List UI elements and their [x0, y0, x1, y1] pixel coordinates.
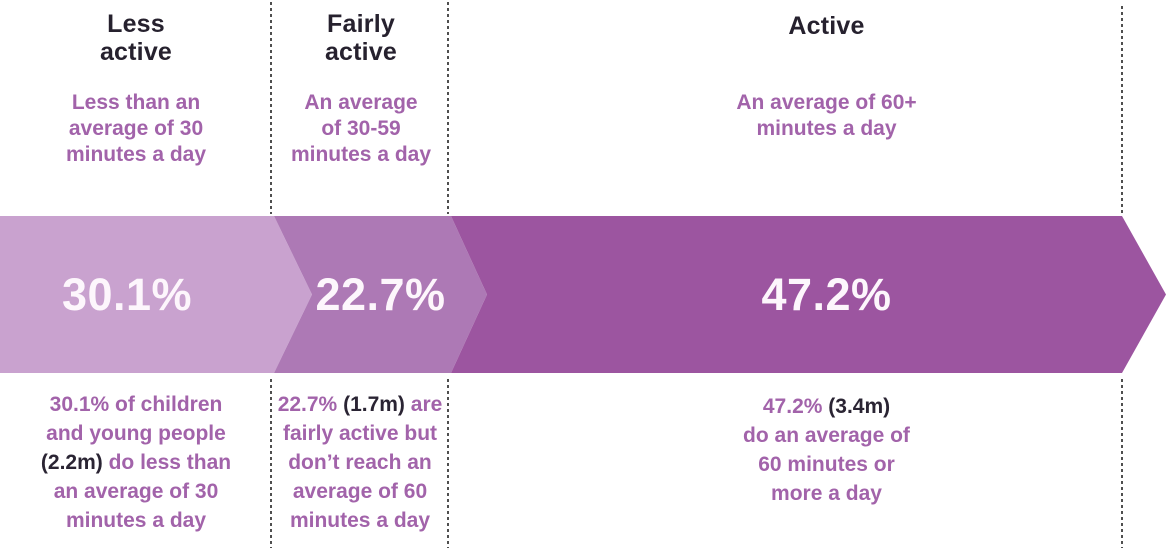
subtitle-line: minutes a day [290, 143, 432, 166]
detail-line: and young people [46, 422, 226, 445]
detail-line: minutes a day [65, 509, 207, 532]
percent-label-active: 47.2% [761, 268, 892, 320]
divider-bottom-3 [1121, 379, 1123, 548]
title-line: Fairly [327, 10, 395, 38]
divider-bottom-2 [447, 379, 449, 548]
subtitle-line: An average [304, 91, 418, 114]
detail-line: (2.2m) do less than [0, 448, 272, 477]
subtitle-line: Less than an [71, 91, 201, 114]
detail-line: 22.7% (1.7m) are [274, 390, 446, 419]
detail-line: more a day [771, 482, 882, 505]
subtitle-line: minutes a day [756, 117, 897, 140]
detail-line: do an average of [743, 424, 910, 447]
detail-line: 60 minutes or [758, 453, 895, 476]
category-subtitle-less-active: Less than an average of 30 minutes a day [0, 90, 272, 168]
title-line: Less [107, 10, 165, 38]
percent-label-less-active: 30.1% [61, 268, 193, 320]
divider-top-1 [270, 2, 272, 214]
figure-value: (3.4m) [828, 395, 891, 418]
title-line: active [99, 38, 173, 66]
detail-line: an average of 30 [53, 480, 219, 503]
subtitle-line: An average of 60+ [736, 91, 917, 114]
chevron-bar [0, 216, 1166, 373]
segment-active [451, 216, 1166, 373]
category-title-active: Active [487, 12, 1166, 40]
category-subtitle-active: An average of 60+ minutes a day [487, 90, 1166, 142]
figure-value: (2.2m) [40, 451, 103, 474]
divider-bottom-1 [270, 379, 272, 548]
detail-active: 47.2% (3.4m) do an average of 60 minutes… [487, 392, 1166, 508]
detail-less-active: 30.1% of children and young people (2.2m… [0, 390, 272, 535]
divider-top-2 [447, 2, 449, 214]
detail-line: don’t reach an [288, 451, 432, 474]
detail-text: 47.2% [762, 395, 829, 418]
detail-fairly-active: 22.7% (1.7m) are fairly active but don’t… [274, 390, 446, 535]
segment-less-active [0, 216, 312, 373]
detail-line: average of 60 [292, 480, 428, 503]
detail-text: do less than [102, 451, 232, 474]
category-subtitle-fairly-active: An average of 30-59 minutes a day [272, 90, 450, 168]
detail-text: 22.7% [277, 393, 344, 416]
category-title-less-active: Less active [0, 10, 272, 66]
detail-line: 30.1% of children [49, 393, 223, 416]
detail-text: are [404, 393, 443, 416]
segment-fairly-active [274, 216, 487, 373]
title-line: active [324, 38, 398, 66]
figure-value: (1.7m) [343, 393, 405, 416]
divider-top-3 [1121, 6, 1123, 214]
detail-line: minutes a day [289, 509, 431, 532]
title-line: Active [788, 12, 865, 40]
detail-line: 47.2% (3.4m) [487, 392, 1166, 421]
subtitle-line: minutes a day [65, 143, 207, 166]
subtitle-line: average of 30 [68, 117, 204, 140]
detail-line: fairly active but [282, 422, 438, 445]
percent-label-fairly-active: 22.7% [315, 268, 446, 320]
subtitle-line: of 30-59 [321, 117, 401, 140]
category-title-fairly-active: Fairly active [272, 10, 450, 66]
